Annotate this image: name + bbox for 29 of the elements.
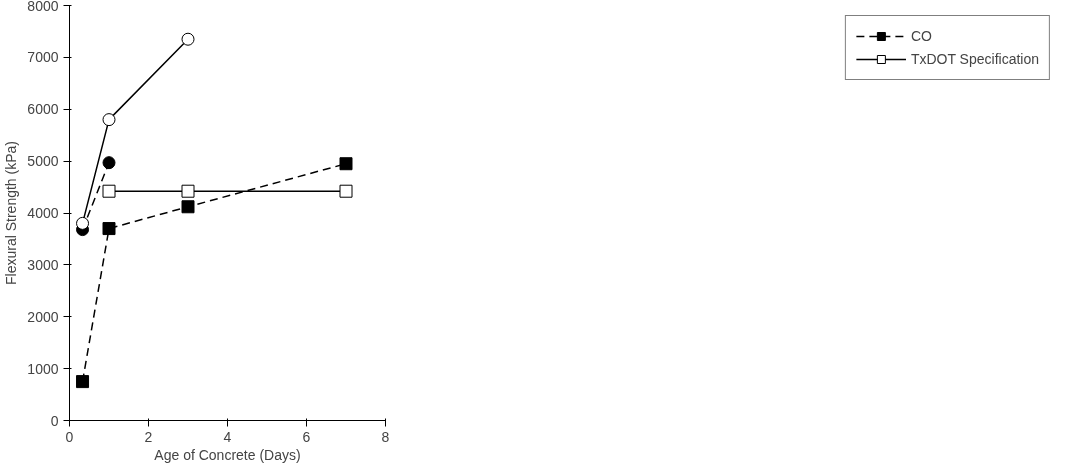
point [102,113,116,127]
y-tick-label: 6000 [27,101,59,118]
point [339,184,353,198]
point [181,184,195,198]
x-tick-label: 2 [144,428,153,445]
y-tick-label: 8000 [27,0,59,14]
y-tick-label: 1000 [27,360,59,377]
x-axis-title: Age of Concrete (Days) [154,446,301,463]
point [76,216,90,230]
y-tick-label: 2000 [27,308,59,325]
point [181,200,195,214]
legend-label: TxDOT Specification [910,51,1039,67]
y-axis-title: Flexural Strength (kPa) [3,141,20,285]
point [102,184,116,198]
point [102,156,116,170]
y-tick-label: 3000 [27,256,59,273]
y-tick-label: 5000 [27,153,59,170]
x-tick-label: 8 [381,428,390,445]
point [76,375,90,389]
x-tick-label: 4 [223,428,232,445]
x-tick-label: 6 [302,428,311,445]
point [181,32,195,46]
point [102,222,116,236]
point [339,157,353,171]
y-tick-label: 7000 [27,49,59,66]
y-tick-label: 0 [50,412,59,429]
legend-label: CO [910,28,932,44]
y-tick-label: 4000 [27,205,59,221]
x-tick-label: 0 [65,428,74,445]
